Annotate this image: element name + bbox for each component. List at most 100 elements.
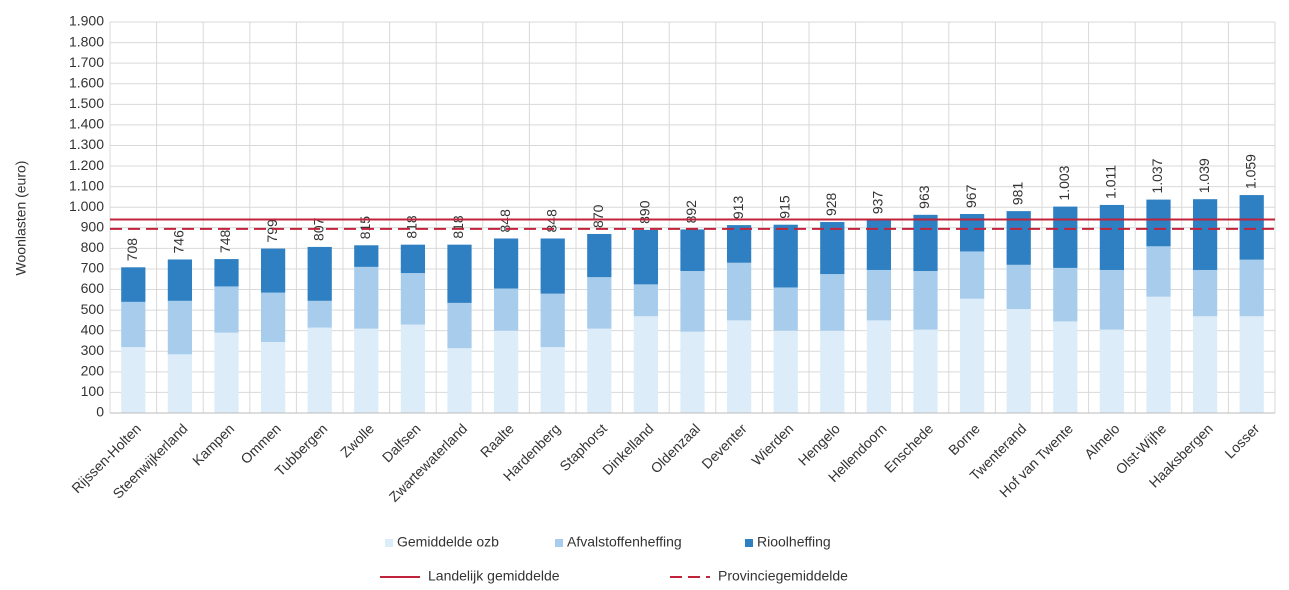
y-tick-label: 1.200 <box>69 157 104 173</box>
bar-segment <box>1053 206 1078 268</box>
bar-segment <box>820 330 845 413</box>
bar-segment <box>866 269 892 321</box>
total-label: 963 <box>916 185 932 209</box>
y-tick-label: 200 <box>81 363 105 379</box>
bar-segment <box>260 248 286 293</box>
legend-swatch <box>745 539 753 547</box>
bar-segment <box>400 244 426 274</box>
x-tick-label: Losser <box>1221 420 1262 461</box>
bar-segment <box>167 259 193 301</box>
bar-segment <box>913 329 938 413</box>
y-tick-label: 1.300 <box>69 136 104 152</box>
bar-segment <box>493 238 519 289</box>
x-tick-label: Ommen <box>237 420 284 467</box>
total-label: 848 <box>543 209 559 233</box>
bar-segment <box>773 287 798 331</box>
bar-segment <box>633 284 659 317</box>
bar-segment <box>307 300 332 328</box>
y-tick-label: 1.100 <box>69 177 104 193</box>
total-label: 1.003 <box>1056 165 1072 200</box>
bar-segment <box>1053 321 1078 413</box>
bar-segment <box>633 229 659 285</box>
total-label: 708 <box>124 238 140 262</box>
x-tick-label: Kampen <box>189 420 237 468</box>
y-tick-label: 600 <box>81 280 105 296</box>
total-label: 1.011 <box>1103 165 1119 199</box>
y-axis-label: Woonlasten (euro) <box>13 161 29 276</box>
total-label: 748 <box>217 229 233 253</box>
total-label: 799 <box>264 219 280 243</box>
x-tick-label: Oldenzaal <box>647 420 703 476</box>
bar-segment <box>1192 316 1218 413</box>
y-tick-label: 100 <box>81 383 105 399</box>
x-tick-label: Dinkelland <box>599 420 657 478</box>
bar-segment <box>493 288 519 331</box>
y-tick-label: 1.800 <box>69 33 104 49</box>
total-label: 967 <box>963 184 979 208</box>
bar-segment <box>540 238 565 294</box>
bar-segment <box>587 233 612 278</box>
total-label: 981 <box>1009 182 1025 206</box>
total-label: 848 <box>497 209 513 233</box>
bar-segment <box>400 324 426 413</box>
x-tick-label: Zwolle <box>337 420 377 460</box>
bar-segment <box>1192 269 1218 317</box>
total-label: 892 <box>683 200 699 224</box>
total-label: 937 <box>870 191 886 215</box>
bar-segment <box>400 273 426 325</box>
bar-segment <box>354 328 379 413</box>
bar-segment <box>447 348 472 413</box>
legend-swatch <box>385 539 393 547</box>
bar-segment <box>121 301 146 348</box>
x-tick-label: Dalfsen <box>379 420 424 465</box>
bar-segment <box>680 331 705 413</box>
bar-segment <box>260 342 286 413</box>
y-tick-label: 1.900 <box>69 13 104 29</box>
y-tick-label: 1.600 <box>69 74 104 90</box>
bar-segment <box>866 220 892 270</box>
bar-segment <box>1192 199 1218 270</box>
bar-segment <box>493 330 519 413</box>
bar-segment <box>540 347 565 413</box>
total-label: 1.039 <box>1196 158 1212 193</box>
bar-segment <box>354 266 379 329</box>
y-tick-label: 0 <box>96 404 104 420</box>
y-tick-label: 1.700 <box>69 54 104 70</box>
bar-segment <box>773 224 798 288</box>
bar-segment <box>726 262 752 321</box>
bar-segment <box>447 302 472 349</box>
bar-segment <box>1239 195 1264 260</box>
x-tick-label: Almelo <box>1081 420 1123 462</box>
bar-segment <box>587 277 612 329</box>
legend-swatch <box>555 539 563 547</box>
total-label: 915 <box>776 195 792 219</box>
bar-segment <box>167 300 193 355</box>
bar-segment <box>820 274 845 331</box>
bar-segment <box>633 316 659 413</box>
total-label: 1.059 <box>1242 154 1258 189</box>
bar-segment <box>1006 309 1031 413</box>
bar-segment <box>680 229 705 272</box>
total-label: 818 <box>404 215 420 239</box>
total-label: 818 <box>450 215 466 239</box>
bar-segment <box>307 246 332 301</box>
legend-label: Landelijk gemiddelde <box>428 568 560 584</box>
bar-segment <box>820 222 845 275</box>
total-label: 870 <box>590 204 606 228</box>
bar-segment <box>1053 267 1078 322</box>
bar-segment <box>260 292 286 343</box>
y-tick-label: 1.500 <box>69 95 104 111</box>
bar-segment <box>1099 269 1125 330</box>
y-tick-label: 1.000 <box>69 198 104 214</box>
bar-segment <box>1146 199 1171 247</box>
y-tick-label: 300 <box>81 342 105 358</box>
total-label: 1.037 <box>1149 158 1165 193</box>
total-label: 928 <box>823 192 839 216</box>
total-label: 815 <box>357 216 373 240</box>
x-tick-label: Wierden <box>748 420 796 468</box>
bar-segment <box>1239 316 1264 413</box>
bar-segment <box>121 267 146 302</box>
legend-label: Afvalstoffenheffing <box>567 534 682 550</box>
